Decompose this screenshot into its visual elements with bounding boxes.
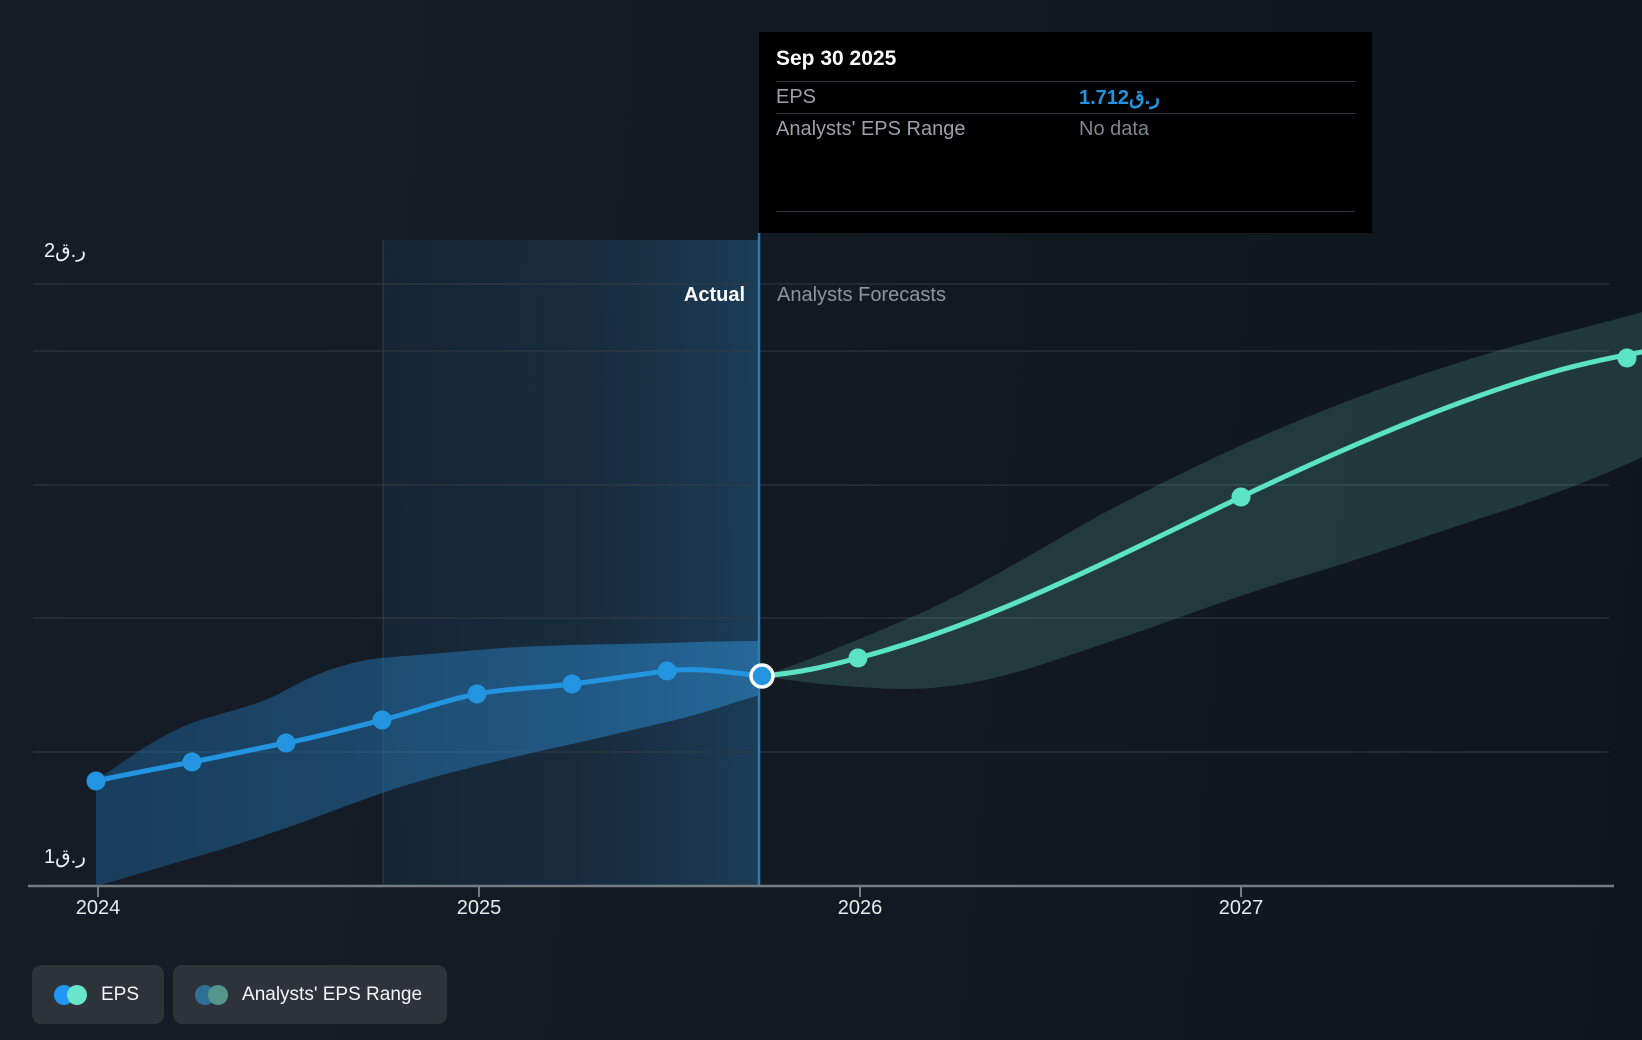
x-tick-label-2025: 2025	[456, 897, 502, 919]
hovered-data-point-sep-30-2025[interactable]	[749, 663, 775, 689]
eps-actual-data-points[interactable]	[86, 661, 677, 791]
x-tick-label-2026: 2026	[837, 897, 883, 919]
legend-toggle-analysts-eps-range[interactable]: Analysts' EPS Range	[173, 965, 448, 1024]
eps-actual-line	[93, 667, 765, 784]
phase-label-actual: Actual	[683, 284, 745, 306]
forecast-range-band	[762, 312, 1642, 690]
y-axis-label-2: 2ر.ق	[44, 240, 86, 262]
eps-series-swatch-icon	[54, 984, 87, 1005]
analysts-range-swatch-icon	[195, 984, 229, 1005]
x-tick-label-2024: 2024	[75, 897, 121, 919]
x-axis-ticks	[97, 886, 1242, 897]
legend-label-eps: EPS	[101, 983, 140, 1005]
tooltip-separator	[776, 113, 1355, 114]
chart-tooltip: Sep 30 2025 EPS 1.712ر.ق Analysts' EPS R…	[759, 32, 1372, 233]
chart-legend: EPS Analysts' EPS Range	[32, 965, 448, 1024]
tooltip-row-analysts-range: Analysts' EPS Range No data	[759, 114, 1372, 145]
tooltip-bottom-separator	[776, 211, 1355, 212]
tooltip-date-title: Sep 30 2025	[776, 47, 897, 70]
tooltip-eps-value: 1.712ر.ق	[1079, 87, 1160, 109]
tooltip-row-eps: EPS 1.712ر.ق	[759, 82, 1372, 113]
tooltip-analysts-range-label: Analysts' EPS Range	[776, 118, 966, 140]
actual-range-band	[96, 641, 759, 886]
eps-forecast-data-points[interactable]	[848, 348, 1637, 668]
tooltip-analysts-range-value: No data	[1079, 118, 1150, 140]
legend-label-analysts-eps-range: Analysts' EPS Range	[242, 983, 423, 1005]
horizontal-gridlines	[33, 283, 1609, 753]
legend-toggle-eps[interactable]: EPS	[32, 965, 165, 1024]
tooltip-separator	[776, 81, 1355, 82]
phase-label-analysts-forecasts: Analysts Forecasts	[777, 284, 946, 306]
x-tick-label-2027: 2027	[1218, 897, 1264, 919]
y-axis-label-1: 1ر.ق	[44, 846, 86, 868]
tooltip-eps-label: EPS	[776, 86, 817, 108]
actual-period-highlight-band	[383, 240, 759, 886]
